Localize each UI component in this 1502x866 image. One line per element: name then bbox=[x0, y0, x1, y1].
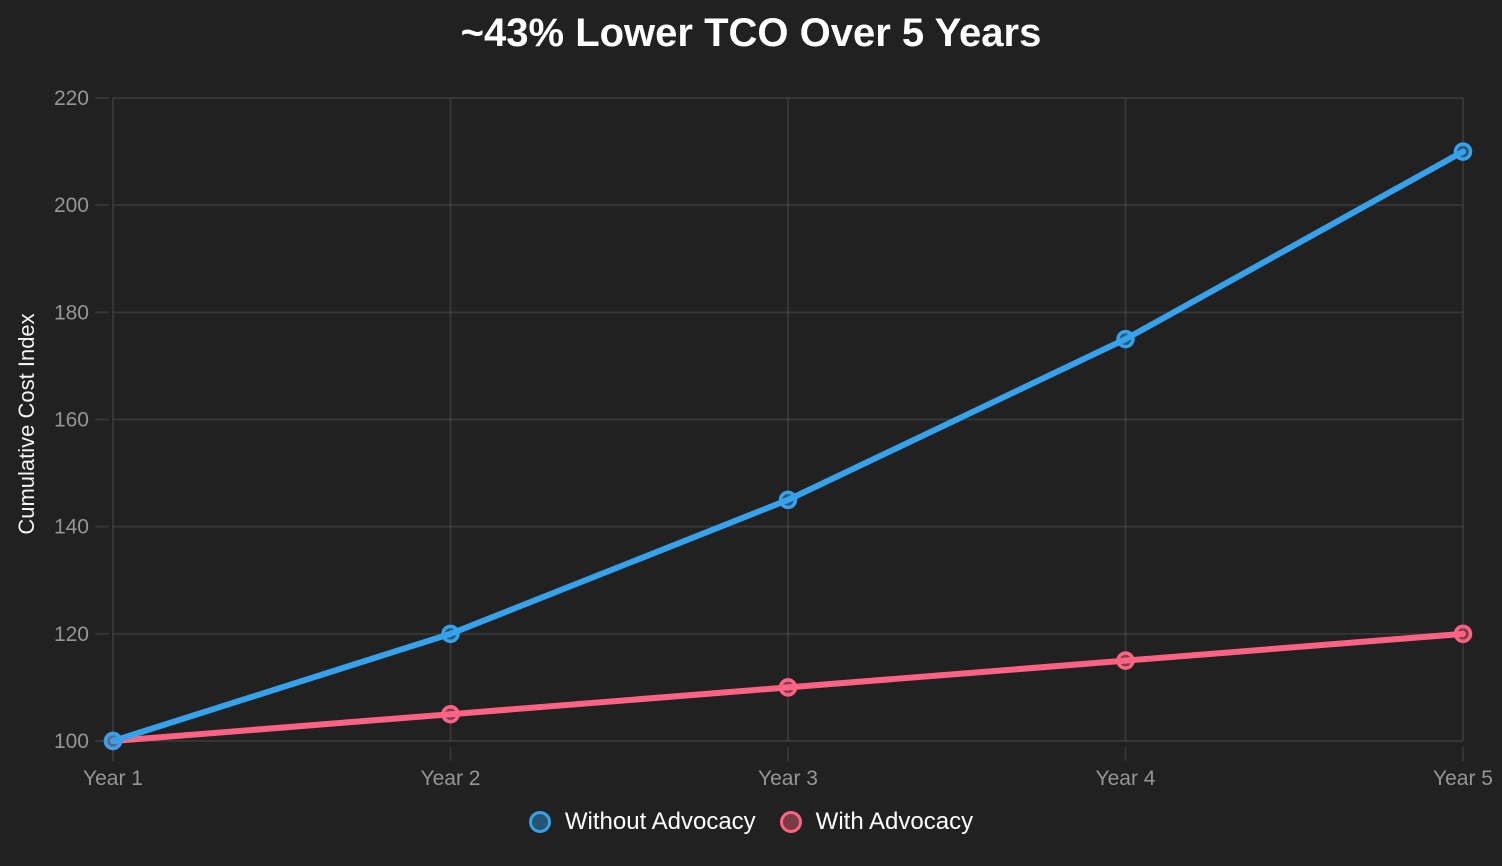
x-tick-label: Year 4 bbox=[1096, 767, 1156, 790]
data-point-without-advocacy-year-4[interactable] bbox=[1116, 329, 1135, 349]
chart-title: ~43% Lower TCO Over 5 Years bbox=[460, 11, 1042, 55]
legend-marker-without-advocacy-icon bbox=[528, 811, 551, 833]
x-tick-label: Year 3 bbox=[758, 767, 818, 790]
y-axis-title: Cumulative Cost Index bbox=[14, 313, 39, 534]
x-tick-label: Year 2 bbox=[421, 767, 481, 790]
series-line-with-advocacy bbox=[110, 630, 1466, 744]
y-tick-label: 100 bbox=[54, 730, 89, 753]
data-series-layer bbox=[103, 142, 1473, 751]
data-point-without-advocacy-year-2[interactable] bbox=[441, 624, 460, 644]
data-point-with-advocacy-year-2[interactable] bbox=[441, 704, 460, 724]
y-tick-label: 200 bbox=[54, 194, 89, 217]
y-tick-label: 140 bbox=[54, 516, 89, 539]
y-tick-label: 220 bbox=[54, 87, 89, 110]
legend-marker-with-advocacy-icon bbox=[779, 811, 802, 833]
data-point-without-advocacy-year-5[interactable] bbox=[1453, 142, 1473, 161]
gridlines-layer bbox=[95, 97, 1464, 761]
y-tick-label: 160 bbox=[54, 409, 89, 432]
data-point-with-advocacy-year-5[interactable] bbox=[1453, 624, 1473, 644]
x-tick-label: Year 1 bbox=[83, 767, 143, 790]
data-point-without-advocacy-year-3[interactable] bbox=[778, 490, 798, 510]
legend-label-with-advocacy: With Advocacy bbox=[815, 808, 974, 835]
legend-item-with-advocacy[interactable]: With Advocacy bbox=[779, 808, 974, 836]
data-point-without-advocacy-year-1[interactable] bbox=[103, 731, 123, 751]
y-tick-label: 180 bbox=[54, 301, 89, 324]
series-line-without-advocacy bbox=[110, 148, 1466, 744]
legend-label-without-advocacy: Without Advocacy bbox=[564, 808, 756, 835]
axis-labels-layer: 100 120 140 160 180 200 220 Year 1 Year 2 Year 3 Y… bbox=[54, 87, 1493, 790]
y-tick-label: 120 bbox=[54, 623, 89, 646]
data-point-with-advocacy-year-4[interactable] bbox=[1116, 651, 1135, 670]
x-tick-label: Year 5 bbox=[1433, 767, 1493, 790]
data-point-with-advocacy-year-3[interactable] bbox=[778, 678, 798, 697]
chart-legend: Without Advocacy With Advocacy bbox=[0, 808, 1502, 836]
legend-item-without-advocacy[interactable]: Without Advocacy bbox=[528, 808, 756, 836]
